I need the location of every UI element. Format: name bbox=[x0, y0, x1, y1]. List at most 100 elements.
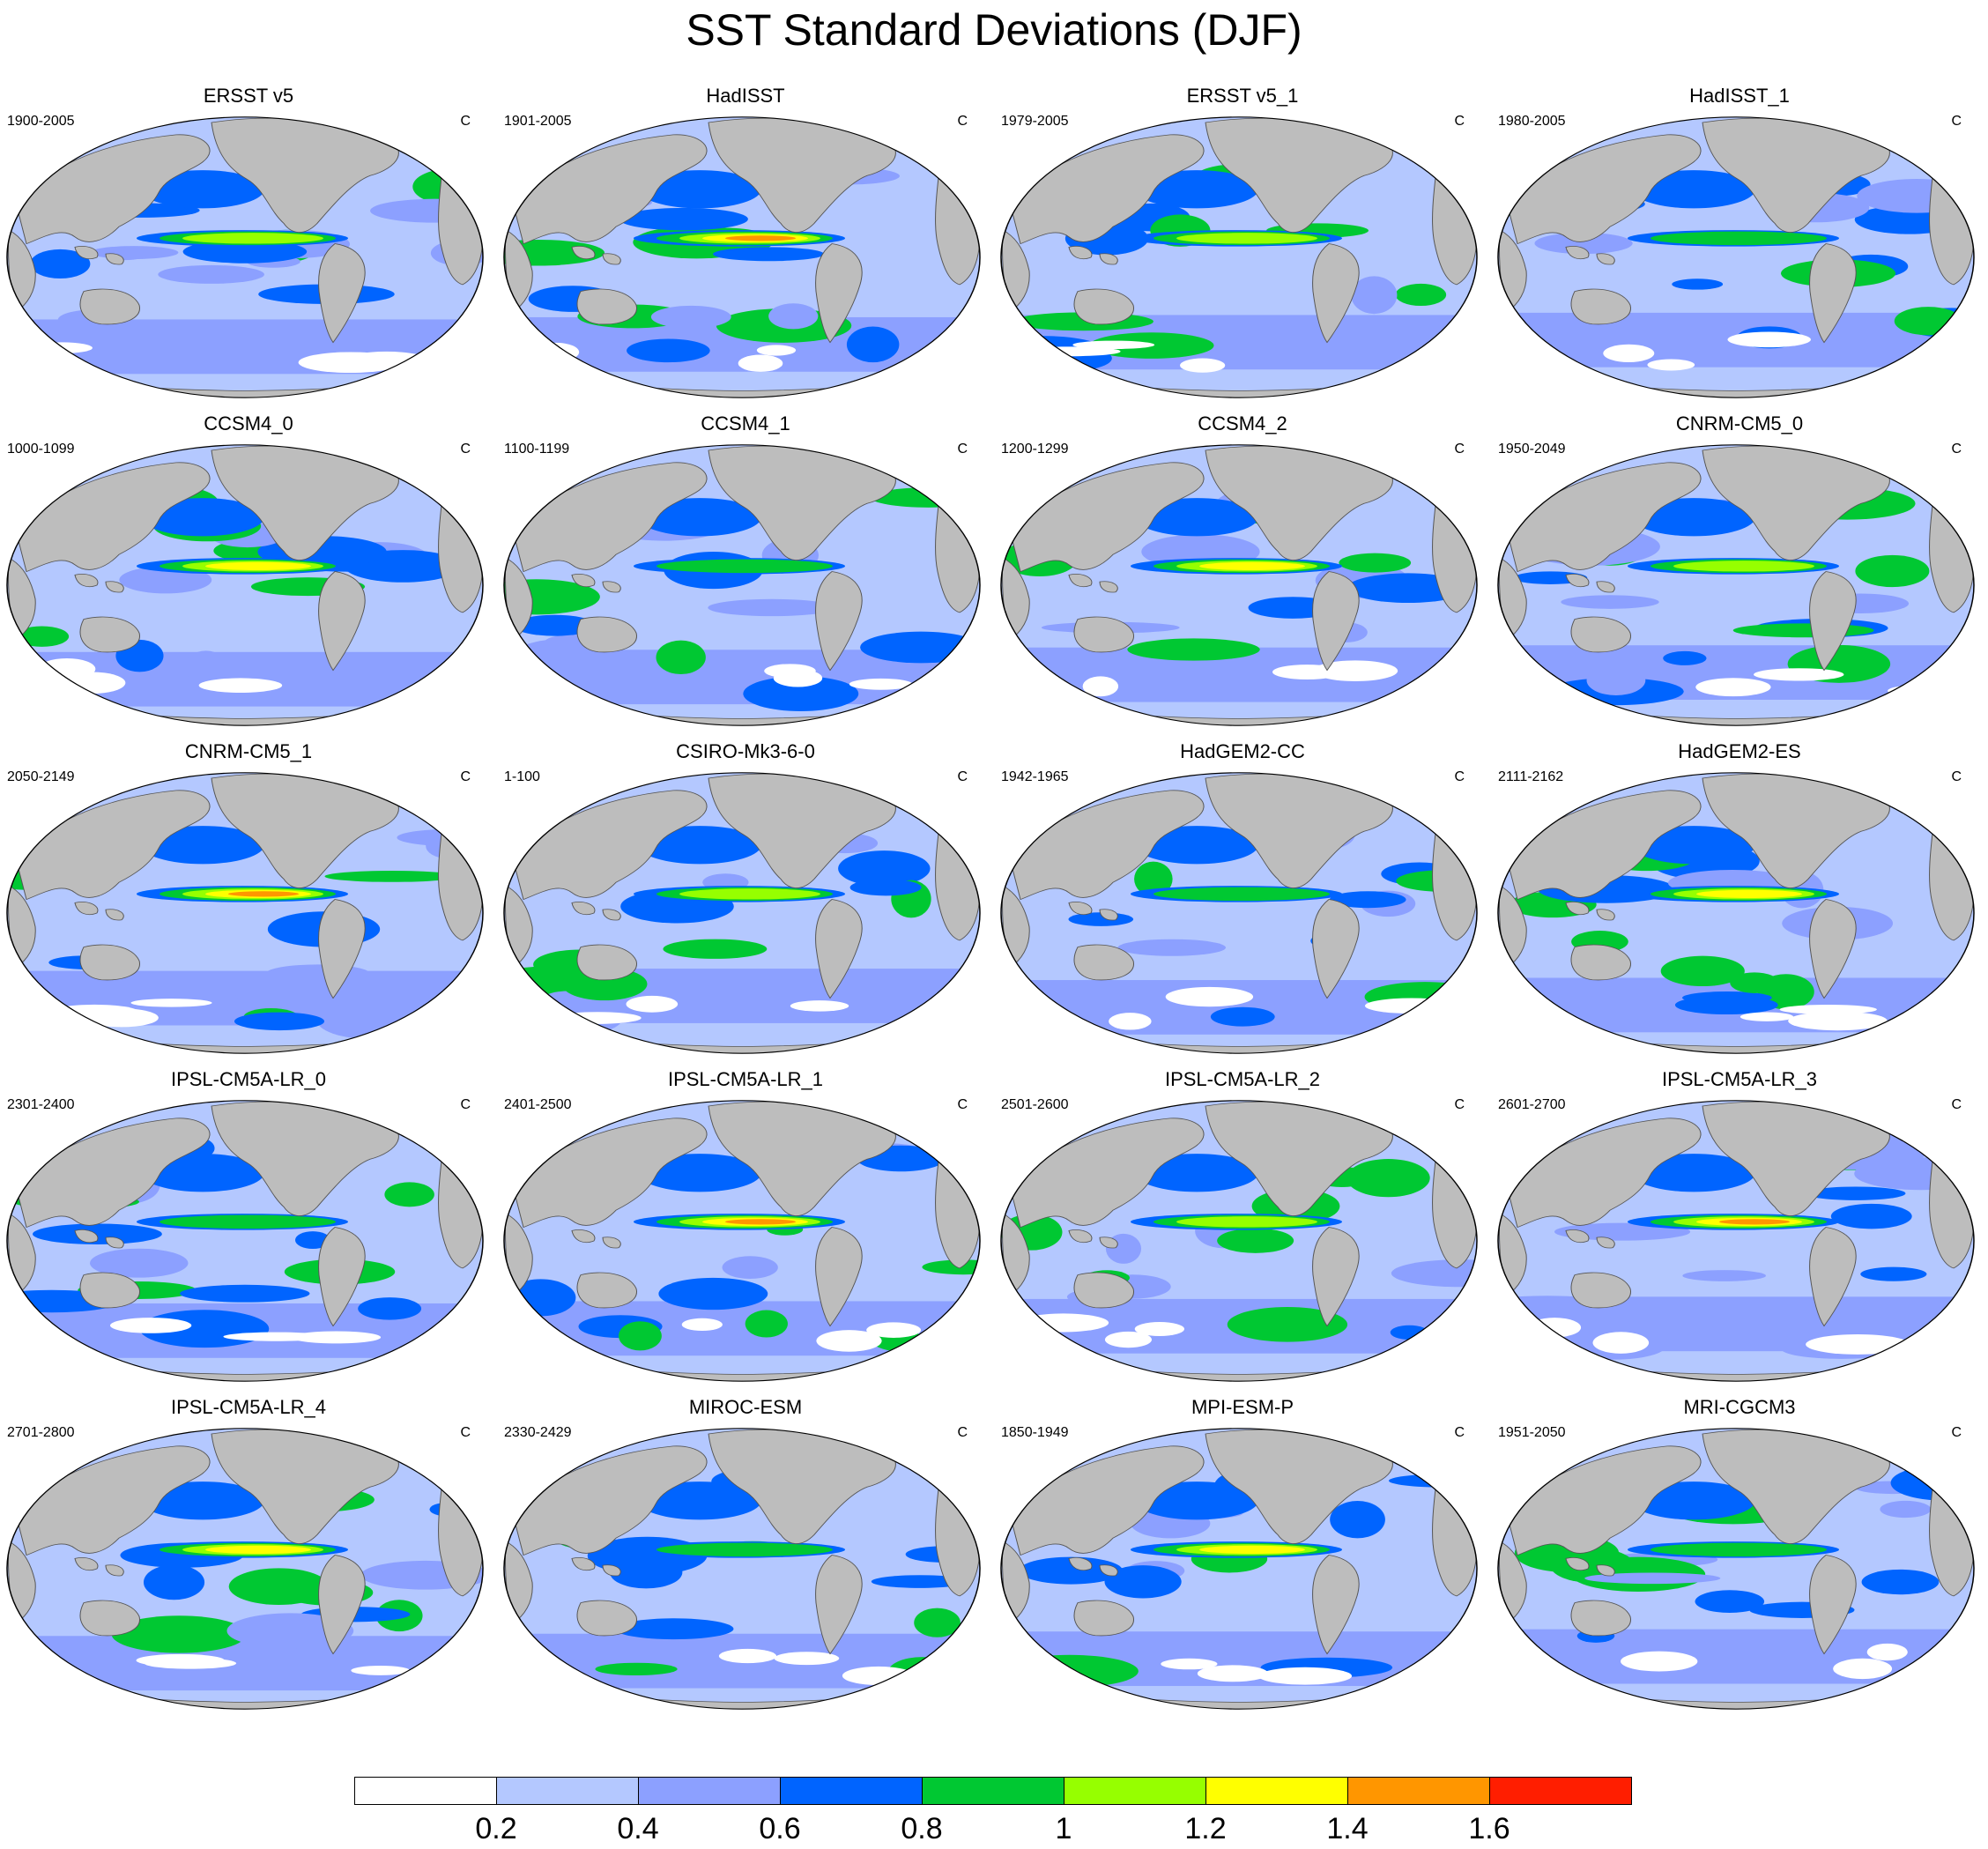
low-variance-patch bbox=[1888, 685, 1939, 696]
low-variance-patch bbox=[1180, 358, 1226, 373]
sst-anomaly-blob bbox=[658, 1277, 768, 1311]
land-mass bbox=[318, 571, 366, 672]
colorbar-box bbox=[1347, 1777, 1490, 1805]
land-mass bbox=[79, 616, 140, 653]
sst-anomaly-blob bbox=[30, 249, 91, 278]
land-mass bbox=[1508, 1445, 1702, 1556]
land-mass bbox=[1809, 899, 1857, 999]
land-mass bbox=[1312, 571, 1360, 672]
sst-map bbox=[503, 444, 981, 726]
sst-anomaly-blob bbox=[1263, 341, 1325, 366]
panel-years: 1942-1965 bbox=[1001, 769, 1069, 784]
colorbar-tick-label: 0.8 bbox=[901, 1812, 943, 1845]
sst-anomaly-blob bbox=[1855, 554, 1930, 588]
sst-anomaly-blob bbox=[1894, 307, 1962, 336]
low-variance-patch bbox=[626, 995, 679, 1013]
sst-anomaly-blob bbox=[234, 1012, 325, 1031]
map-outline bbox=[6, 444, 484, 726]
equatorial-pacific-tongue bbox=[205, 1545, 311, 1554]
colorbar bbox=[354, 1777, 1632, 1805]
land-mass bbox=[571, 574, 596, 588]
land-mass bbox=[602, 909, 621, 921]
low-variance-patch bbox=[1603, 344, 1655, 363]
sst-anomaly-blob bbox=[838, 850, 931, 887]
panel-title: CNRM-CM5_1 bbox=[184, 740, 313, 762]
low-variance-patch bbox=[1727, 331, 1811, 348]
land-mass bbox=[815, 1555, 863, 1655]
low-variance-patch bbox=[1788, 1011, 1888, 1031]
sst-anomaly-blob bbox=[768, 303, 819, 330]
panel-title: IPSL-CM5A-LR_4 bbox=[170, 1396, 327, 1418]
map-outline bbox=[503, 1100, 981, 1382]
land-mass bbox=[1073, 288, 1134, 325]
sst-anomaly-blob bbox=[614, 1618, 734, 1640]
map-outline bbox=[1497, 1428, 1975, 1710]
land-mass bbox=[1809, 571, 1857, 672]
land-mass bbox=[74, 1557, 99, 1571]
panel-unit: C bbox=[1454, 1425, 1465, 1440]
land-mass bbox=[1099, 581, 1118, 593]
sst-anomaly-blob bbox=[1019, 1556, 1123, 1585]
sst-anomaly-blob bbox=[90, 1248, 189, 1278]
land-mass bbox=[17, 134, 211, 245]
map-panel: IPSL-CM5A-LR_3 2601-2700 C bbox=[1491, 1068, 1988, 1482]
sst-map bbox=[6, 444, 484, 726]
sst-anomaly-blob bbox=[143, 1564, 205, 1600]
land-mass bbox=[602, 1236, 621, 1249]
land-mass bbox=[1498, 885, 1527, 969]
sst-anomaly-blob bbox=[183, 987, 238, 1014]
land-mass bbox=[1565, 1557, 1590, 1571]
panel-years: 2050-2149 bbox=[7, 769, 75, 784]
low-variance-patch bbox=[681, 1318, 723, 1332]
sst-anomaly-blob bbox=[1880, 1500, 1932, 1519]
sst-anomaly-blob bbox=[1674, 995, 1778, 1015]
map-outline bbox=[1497, 1100, 1975, 1382]
panel-title: CSIRO-Mk3-6-0 bbox=[676, 740, 815, 762]
map-panel: IPSL-CM5A-LR_4 2701-2800 C bbox=[0, 1396, 497, 1810]
low-variance-patch bbox=[756, 345, 797, 356]
land-mass bbox=[571, 1557, 596, 1571]
low-variance-patch bbox=[553, 1012, 642, 1024]
sst-anomaly-blob bbox=[1732, 623, 1874, 638]
panel-title: HadGEM2-CC bbox=[1180, 740, 1305, 762]
sst-anomaly-blob bbox=[513, 614, 597, 636]
panel-unit: C bbox=[957, 1425, 968, 1440]
sst-anomaly-blob bbox=[708, 598, 836, 617]
panel-title: IPSL-CM5A-LR_1 bbox=[667, 1068, 824, 1090]
land-mass bbox=[318, 243, 366, 344]
land-mass bbox=[1099, 1236, 1118, 1249]
sst-anomaly-blob bbox=[650, 305, 731, 329]
north-pacific-feature bbox=[638, 826, 761, 865]
low-variance-patch bbox=[1754, 668, 1844, 681]
land-mass bbox=[79, 944, 140, 981]
map-panel: MRI-CGCM3 1951-2050 C bbox=[1491, 1396, 1988, 1810]
sst-anomaly-blob bbox=[1585, 1005, 1650, 1021]
north-pacific-feature bbox=[638, 1481, 761, 1520]
low-variance-patch bbox=[1134, 1321, 1185, 1336]
sst-anomaly-blob bbox=[266, 964, 369, 982]
sst-anomaly-blob bbox=[1730, 972, 1779, 993]
equatorial-pacific-tongue bbox=[1153, 887, 1330, 902]
land-mass bbox=[1011, 134, 1205, 245]
low-variance-patch bbox=[1104, 1331, 1153, 1348]
sst-anomaly-blob bbox=[663, 939, 768, 959]
equatorial-pacific-tongue bbox=[725, 235, 796, 241]
sst-anomaly-blob bbox=[1265, 681, 1309, 697]
land-mass bbox=[318, 1227, 366, 1327]
map-panel: IPSL-CM5A-LR_2 2501-2600 C bbox=[994, 1068, 1491, 1482]
low-variance-patch bbox=[1866, 1643, 1908, 1661]
land-mass bbox=[504, 229, 533, 313]
land-mass bbox=[1073, 1272, 1134, 1309]
panel-years: 1951-2050 bbox=[1498, 1425, 1566, 1440]
land-mass bbox=[571, 1229, 596, 1244]
panel-title: IPSL-CM5A-LR_0 bbox=[170, 1068, 327, 1090]
land-mass bbox=[1099, 1564, 1118, 1577]
panel-title: HadISST bbox=[706, 85, 785, 107]
map-panel: ERSST v5_1 1979-2005 C bbox=[994, 85, 1491, 499]
land-mass bbox=[1565, 902, 1590, 916]
sst-anomaly-blob bbox=[183, 650, 228, 683]
map-panel: CNRM-CM5_1 2050-2149 C bbox=[0, 740, 497, 1155]
sst-map bbox=[1497, 1428, 1975, 1710]
land-mass bbox=[79, 288, 140, 325]
land-mass bbox=[1001, 885, 1030, 969]
